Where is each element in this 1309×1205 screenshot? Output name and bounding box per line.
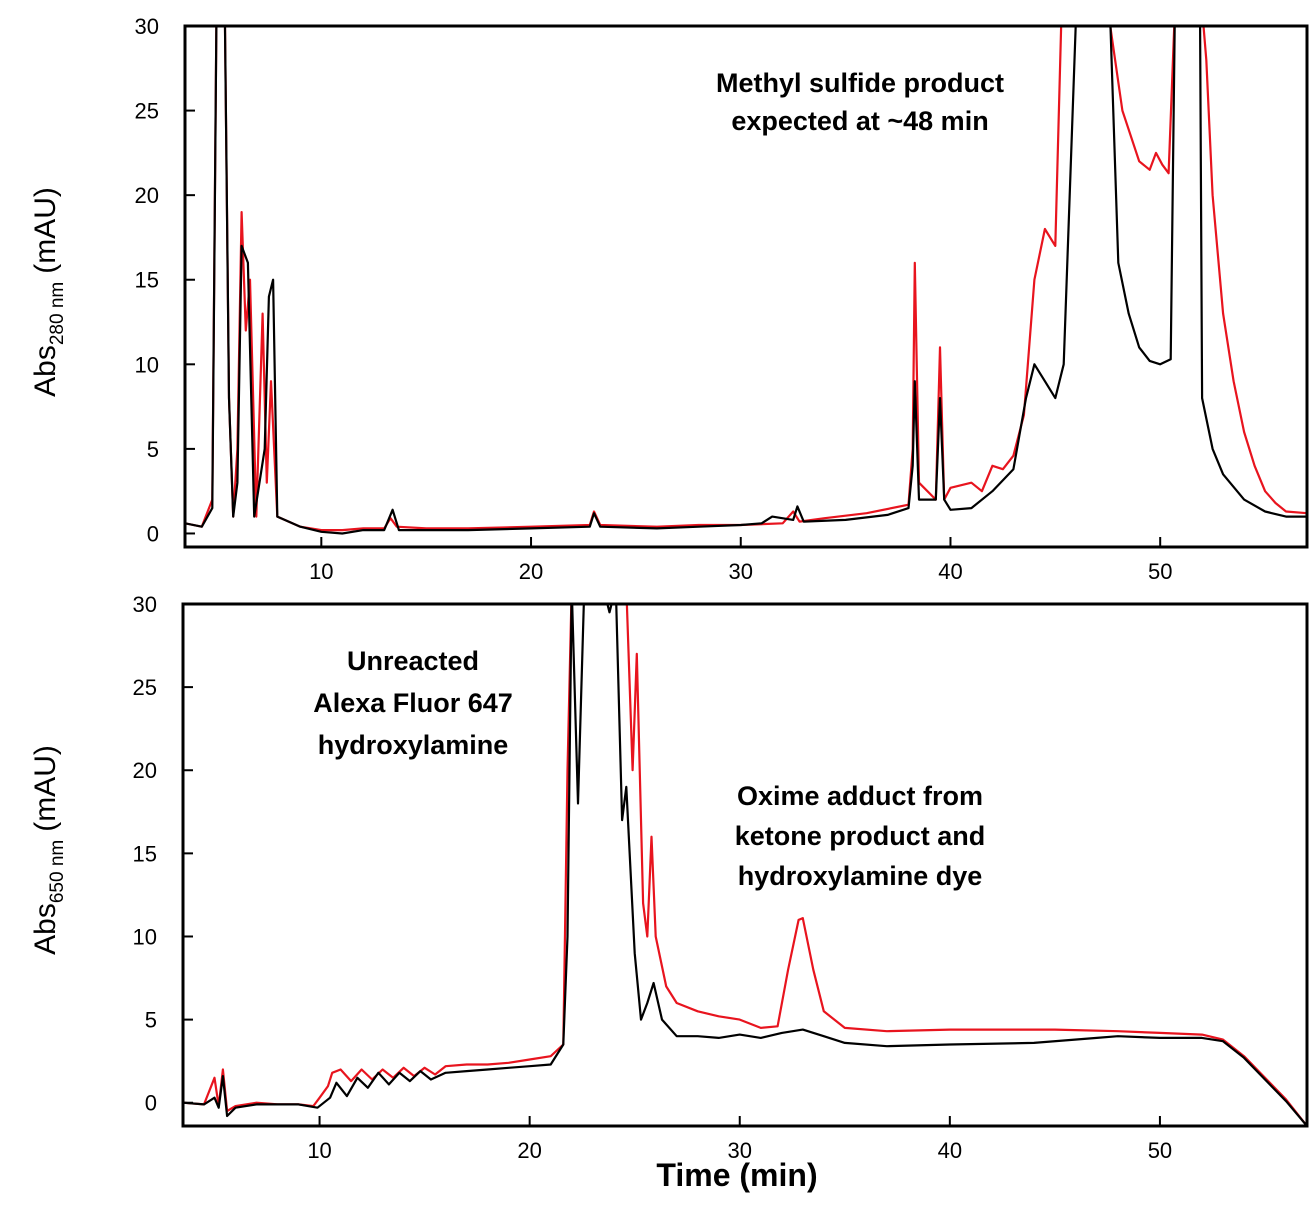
top-ylabel-main: Abs — [29, 345, 62, 397]
top-y-tick-label: 20 — [135, 183, 159, 208]
bottom-y-tick-label: 25 — [133, 675, 157, 700]
bottom-ylabel-subscript: 650 nm — [47, 840, 68, 903]
bottom-series-line-2 — [183, 604, 1307, 1126]
bottom-chart-panel: 0 5 10 15 20 25 30 10 20 30 40 50 Abs650 nm (mAU) U… — [29, 592, 1309, 1193]
dye-annotation-line-3: hydroxylamine — [318, 730, 509, 760]
top-ylabel-subscript: 280 nm — [47, 282, 68, 345]
top-x-tick-label: 30 — [729, 559, 753, 584]
bottom-y-tick-label: 15 — [133, 841, 157, 866]
bottom-series-line-1 — [183, 604, 1307, 1126]
top-y-tick-label: 10 — [135, 352, 159, 377]
bottom-y-tick-label: 10 — [133, 924, 157, 949]
top-y-ticks: 0 5 10 15 20 25 30 — [135, 14, 195, 546]
bottom-x-tick-label: 50 — [1148, 1138, 1172, 1163]
bottom-x-tick-label: 20 — [517, 1138, 541, 1163]
top-x-tick-label: 20 — [519, 559, 543, 584]
bottom-y-axis-label: Abs650 nm (mAU) — [29, 745, 68, 955]
top-plot-lines — [185, 26, 1307, 535]
bottom-y-tick-label: 5 — [145, 1008, 157, 1033]
top-y-tick-label: 0 — [147, 521, 159, 546]
top-annotation-line-1: Methyl sulfide product — [716, 68, 1004, 98]
oxime-annotation-line-3: hydroxylamine dye — [738, 861, 983, 891]
top-ylabel-unit: (mAU) — [29, 187, 62, 274]
top-annotation-line-2: expected at ~48 min — [731, 106, 988, 136]
top-series-line-1 — [185, 26, 1307, 532]
bottom-y-tick-label: 20 — [133, 758, 157, 783]
top-series-line-2 — [185, 26, 1307, 535]
bottom-x-tick-label: 40 — [938, 1138, 962, 1163]
bottom-x-tick-label: 10 — [307, 1138, 331, 1163]
bottom-ylabel-unit: (mAU) — [29, 745, 62, 832]
bottom-y-tick-label: 0 — [145, 1091, 157, 1116]
bottom-x-tick-label: 30 — [728, 1138, 752, 1163]
dye-annotation-line-1: Unreacted — [347, 646, 479, 676]
bottom-y-ticks: 0 5 10 15 20 25 30 — [133, 592, 193, 1116]
bottom-y-tick-label: 30 — [133, 592, 157, 617]
bottom-x-ticks: 10 20 30 40 50 — [307, 1116, 1172, 1163]
top-y-tick-label: 30 — [135, 14, 159, 39]
oxime-annotation-line-2: ketone product and — [735, 821, 986, 851]
bottom-plot-lines — [183, 604, 1307, 1126]
bottom-plot-frame — [181, 602, 1309, 1128]
top-x-ticks: 10 20 30 40 50 — [309, 537, 1172, 584]
top-y-tick-label: 25 — [135, 99, 159, 124]
top-x-tick-label: 40 — [938, 559, 962, 584]
oxime-annotation-line-1: Oxime adduct from — [737, 781, 983, 811]
x-axis-label: Time (min) — [656, 1157, 817, 1193]
dye-annotation-line-2: Alexa Fluor 647 — [313, 688, 513, 718]
top-y-axis-label: Abs280 nm (mAU) — [29, 187, 68, 397]
top-y-tick-label: 15 — [135, 268, 159, 293]
top-y-tick-label: 5 — [147, 437, 159, 462]
top-chart-panel: 0 5 10 15 20 25 30 10 20 30 40 50 Abs280 nm (mAU) M… — [29, 14, 1309, 584]
top-x-tick-label: 10 — [309, 559, 333, 584]
bottom-ylabel-main: Abs — [29, 903, 62, 955]
top-x-tick-label: 50 — [1148, 559, 1172, 584]
top-plot-frame — [183, 24, 1309, 549]
